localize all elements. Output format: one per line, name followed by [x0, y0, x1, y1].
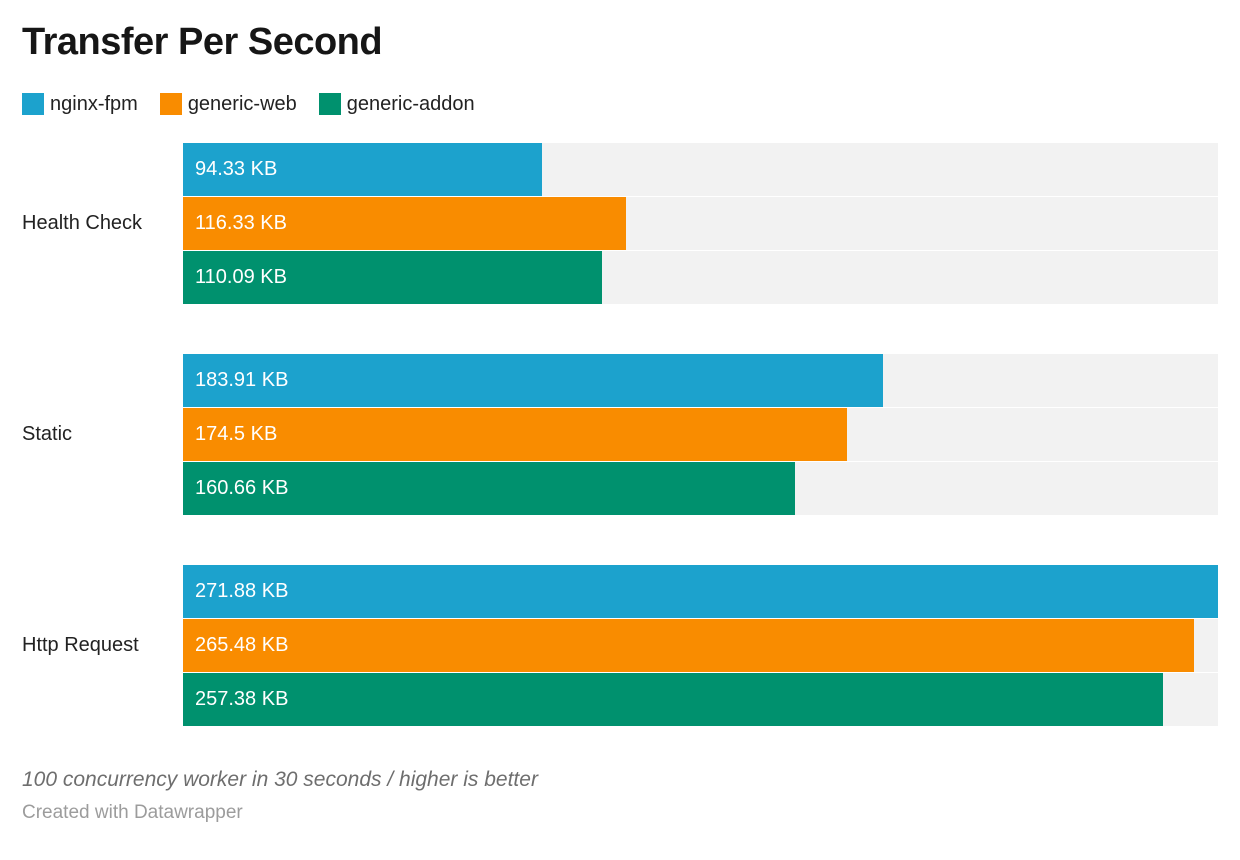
- bar-track: 183.91 KB: [183, 354, 1218, 407]
- category-label: Http Request: [22, 634, 139, 656]
- legend-swatch-icon: [318, 93, 341, 115]
- bar-track: 116.33 KB: [183, 197, 1218, 250]
- legend: nginx-fpm generic-web generic-addon: [22, 93, 1218, 115]
- bar-generic-web: 174.5 KB: [183, 408, 848, 461]
- chart-note: 100 concurrency worker in 30 seconds / h…: [22, 768, 538, 791]
- bar-group: Static 183.91 KB 174.5 KB 160.66 KB: [22, 354, 1218, 515]
- bar-value-label: 183.91 KB: [195, 369, 289, 391]
- bar-generic-addon: 110.09 KB: [183, 251, 603, 304]
- bar-value-label: 160.66 KB: [195, 477, 289, 499]
- bar-value-label: 265.48 KB: [195, 634, 289, 656]
- chart-page: Transfer Per Second nginx-fpm generic-web…: [22, 21, 1218, 823]
- category-label: Static: [22, 423, 73, 445]
- bar-generic-addon: 257.38 KB: [183, 673, 1163, 726]
- bar-group: Http Request 271.88 KB 265.48 KB 257.38 KB: [22, 565, 1218, 726]
- bar-value-label: 94.33 KB: [195, 158, 278, 180]
- legend-item-generic-addon: generic-addon: [318, 93, 475, 115]
- bar-value-label: 174.5 KB: [195, 423, 278, 445]
- bar-track: 110.09 KB: [183, 251, 1218, 304]
- chart: Health Check 94.33 KB 116.33 KB 110.09 KB St…: [22, 143, 1218, 726]
- legend-label: generic-addon: [346, 93, 475, 115]
- legend-label: nginx-fpm: [50, 93, 138, 115]
- bar-value-label: 257.38 KB: [195, 688, 289, 710]
- bar-track: 94.33 KB: [183, 143, 1218, 196]
- bar-generic-web: 116.33 KB: [183, 197, 626, 250]
- bar-group: Health Check 94.33 KB 116.33 KB 110.09 KB: [22, 143, 1218, 304]
- bar-track: 160.66 KB: [183, 462, 1218, 515]
- bar-generic-web: 265.48 KB: [183, 619, 1194, 672]
- legend-item-generic-web: generic-web: [159, 93, 297, 115]
- category-label: Health Check: [22, 212, 143, 234]
- legend-swatch-icon: [159, 93, 182, 115]
- bar-track-list: 94.33 KB 116.33 KB 110.09 KB: [183, 143, 1218, 304]
- bar-track-list: 183.91 KB 174.5 KB 160.66 KB: [183, 354, 1218, 515]
- bar-track: 257.38 KB: [183, 673, 1218, 726]
- bar-nginx-fpm: 271.88 KB: [183, 565, 1218, 618]
- bar-value-label: 110.09 KB: [195, 266, 287, 288]
- legend-swatch-icon: [22, 93, 44, 115]
- bar-track: 174.5 KB: [183, 408, 1218, 461]
- bar-value-label: 116.33 KB: [195, 212, 287, 234]
- legend-item-nginx-fpm: nginx-fpm: [22, 93, 138, 115]
- bar-track: 271.88 KB: [183, 565, 1218, 618]
- legend-label: generic-web: [187, 93, 297, 115]
- bar-track-list: 271.88 KB 265.48 KB 257.38 KB: [183, 565, 1218, 726]
- bar-value-label: 271.88 KB: [195, 580, 289, 602]
- bar-track: 265.48 KB: [183, 619, 1218, 672]
- bar-nginx-fpm: 94.33 KB: [183, 143, 543, 196]
- chart-title: Transfer Per Second: [22, 21, 383, 63]
- datawrapper-attribution[interactable]: Created with Datawrapper: [22, 802, 243, 823]
- bar-generic-addon: 160.66 KB: [183, 462, 795, 515]
- bar-nginx-fpm: 183.91 KB: [183, 354, 884, 407]
